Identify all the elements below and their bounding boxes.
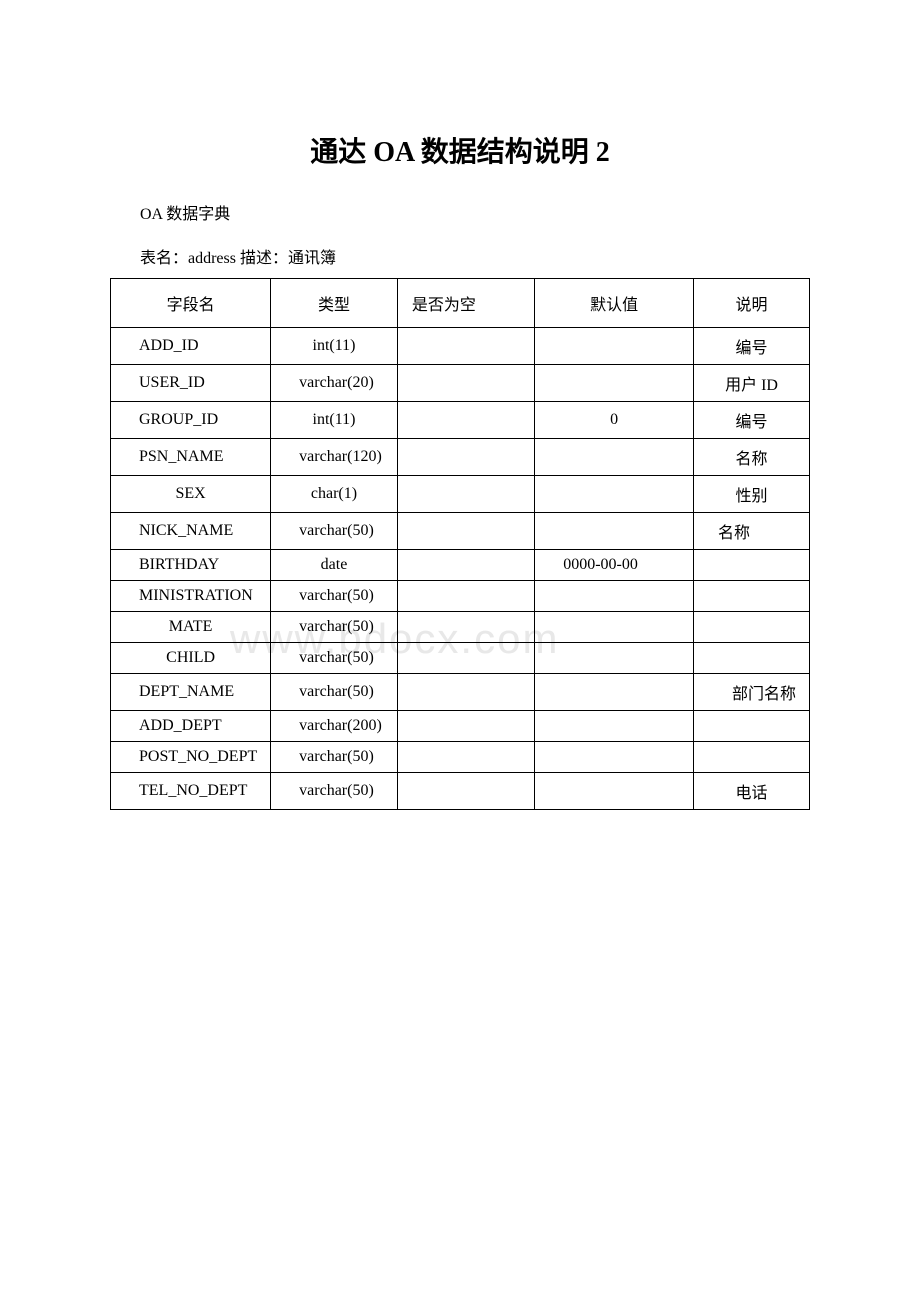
cell-field: USER_ID bbox=[111, 365, 271, 402]
cell-desc: 电话 bbox=[694, 773, 810, 810]
page-container: 通达 OA 数据结构说明 2 OA 数据字典 表名：address 描述：通讯簿… bbox=[0, 0, 920, 810]
cell-type: int(11) bbox=[271, 328, 398, 365]
cell-field: TEL_NO_DEPT bbox=[111, 773, 271, 810]
cell-nullable bbox=[397, 773, 534, 810]
table-row: BIRTHDAY date 0000-00-00 bbox=[111, 550, 810, 581]
cell-default bbox=[535, 365, 694, 402]
cell-default bbox=[535, 773, 694, 810]
cell-nullable bbox=[397, 612, 534, 643]
cell-desc: 编号 bbox=[694, 402, 810, 439]
cell-nullable bbox=[397, 581, 534, 612]
cell-type: varchar(20) bbox=[271, 365, 398, 402]
cell-type: varchar(50) bbox=[271, 513, 398, 550]
cell-nullable bbox=[397, 439, 534, 476]
cell-field: GROUP_ID bbox=[111, 402, 271, 439]
cell-desc: 用户 ID bbox=[694, 365, 810, 402]
cell-desc: 名称 bbox=[694, 439, 810, 476]
cell-type: varchar(200) bbox=[271, 711, 398, 742]
cell-nullable bbox=[397, 513, 534, 550]
page-title: 通达 OA 数据结构说明 2 bbox=[110, 130, 810, 170]
cell-desc bbox=[694, 612, 810, 643]
table-row: PSN_NAME varchar(120) 名称 bbox=[111, 439, 810, 476]
cell-field: ADD_DEPT bbox=[111, 711, 271, 742]
cell-field: CHILD bbox=[111, 643, 271, 674]
table-row: POST_NO_DEPT varchar(50) bbox=[111, 742, 810, 773]
cell-nullable bbox=[397, 674, 534, 711]
table-row: USER_ID varchar(20) 用户 ID bbox=[111, 365, 810, 402]
table-row: SEX char(1) 性别 bbox=[111, 476, 810, 513]
table-row: TEL_NO_DEPT varchar(50) 电话 bbox=[111, 773, 810, 810]
cell-default bbox=[535, 643, 694, 674]
cell-desc bbox=[694, 742, 810, 773]
header-field: 字段名 bbox=[111, 279, 271, 328]
cell-default bbox=[535, 439, 694, 476]
cell-type: varchar(50) bbox=[271, 612, 398, 643]
table-row: DEPT_NAME varchar(50) 部门名称 bbox=[111, 674, 810, 711]
cell-desc bbox=[694, 643, 810, 674]
header-description: 说明 bbox=[694, 279, 810, 328]
cell-type: varchar(50) bbox=[271, 643, 398, 674]
cell-desc bbox=[694, 711, 810, 742]
cell-default bbox=[535, 674, 694, 711]
cell-default bbox=[535, 612, 694, 643]
table-header-row: 字段名 类型 是否为空 默认值 说明 bbox=[111, 279, 810, 328]
table-row: ADD_DEPT varchar(200) bbox=[111, 711, 810, 742]
cell-field: MATE bbox=[111, 612, 271, 643]
cell-field: SEX bbox=[111, 476, 271, 513]
table-row: ADD_ID int(11) 编号 bbox=[111, 328, 810, 365]
cell-nullable bbox=[397, 711, 534, 742]
table-body: ADD_ID int(11) 编号 USER_ID varchar(20) 用户… bbox=[111, 328, 810, 810]
table-row: GROUP_ID int(11) 0 编号 bbox=[111, 402, 810, 439]
cell-default: 0 bbox=[535, 402, 694, 439]
cell-type: date bbox=[271, 550, 398, 581]
data-dictionary-table: 字段名 类型 是否为空 默认值 说明 ADD_ID int(11) 编号 USE… bbox=[110, 278, 810, 810]
cell-type: int(11) bbox=[271, 402, 398, 439]
cell-field: DEPT_NAME bbox=[111, 674, 271, 711]
cell-default bbox=[535, 328, 694, 365]
cell-field: MINISTRATION bbox=[111, 581, 271, 612]
cell-type: varchar(120) bbox=[271, 439, 398, 476]
table-row: NICK_NAME varchar(50) 名称 bbox=[111, 513, 810, 550]
cell-desc: 性别 bbox=[694, 476, 810, 513]
cell-type: varchar(50) bbox=[271, 742, 398, 773]
cell-nullable bbox=[397, 550, 534, 581]
header-nullable: 是否为空 bbox=[397, 279, 534, 328]
cell-desc: 编号 bbox=[694, 328, 810, 365]
cell-field: NICK_NAME bbox=[111, 513, 271, 550]
table-row: MINISTRATION varchar(50) bbox=[111, 581, 810, 612]
cell-desc bbox=[694, 550, 810, 581]
cell-nullable bbox=[397, 742, 534, 773]
cell-nullable bbox=[397, 328, 534, 365]
header-default: 默认值 bbox=[535, 279, 694, 328]
table-row: CHILD varchar(50) bbox=[111, 643, 810, 674]
cell-default bbox=[535, 581, 694, 612]
cell-nullable bbox=[397, 365, 534, 402]
cell-field: BIRTHDAY bbox=[111, 550, 271, 581]
cell-default bbox=[535, 711, 694, 742]
cell-field: PSN_NAME bbox=[111, 439, 271, 476]
cell-default bbox=[535, 476, 694, 513]
cell-type: varchar(50) bbox=[271, 581, 398, 612]
cell-type: varchar(50) bbox=[271, 773, 398, 810]
cell-default bbox=[535, 742, 694, 773]
cell-desc bbox=[694, 581, 810, 612]
cell-field: POST_NO_DEPT bbox=[111, 742, 271, 773]
cell-default: 0000-00-00 bbox=[535, 550, 694, 581]
cell-desc: 部门名称 bbox=[694, 674, 810, 711]
subtitle: OA 数据字典 bbox=[110, 200, 810, 224]
cell-field: ADD_ID bbox=[111, 328, 271, 365]
cell-nullable bbox=[397, 402, 534, 439]
header-type: 类型 bbox=[271, 279, 398, 328]
cell-nullable bbox=[397, 476, 534, 513]
cell-type: varchar(50) bbox=[271, 674, 398, 711]
cell-default bbox=[535, 513, 694, 550]
cell-desc: 名称 bbox=[694, 513, 810, 550]
table-row: MATE varchar(50) bbox=[111, 612, 810, 643]
cell-nullable bbox=[397, 643, 534, 674]
table-description: 表名：address 描述：通讯簿 bbox=[110, 244, 810, 268]
cell-type: char(1) bbox=[271, 476, 398, 513]
